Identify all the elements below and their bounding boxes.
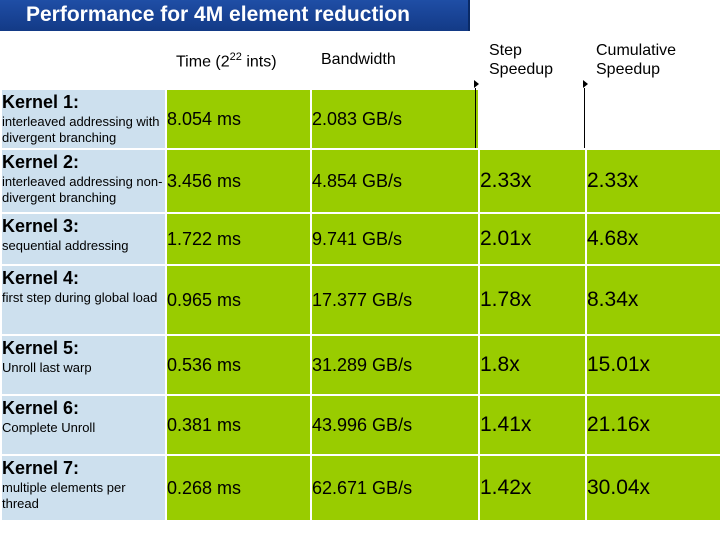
bandwidth-cell: 62.671 GB/s [310, 454, 480, 522]
kernel-name: Kernel 1: [2, 92, 80, 112]
table-row: Kernel 1: interleaved addressing with div… [0, 88, 720, 150]
bandwidth-cell: 17.377 GB/s [310, 264, 480, 336]
tick-marker-icon [583, 80, 588, 88]
kernel-description: interleaved addressing non-divergent bra… [2, 174, 163, 205]
table-row: Kernel 6: Complete Unroll 0.381 ms 43.996… [0, 394, 720, 456]
step-speedup-cell: 1.8x [478, 334, 587, 396]
table-row: Kernel 7: multiple elements per thread 0.… [0, 454, 720, 522]
kernel-description: multiple elements per thread [2, 480, 126, 511]
time-cell: 0.965 ms [165, 264, 312, 336]
kernel-description: interleaved addressing with divergent br… [2, 114, 160, 145]
kernel-description: sequential addressing [2, 238, 129, 253]
time-cell: 0.381 ms [165, 394, 312, 456]
cumulative-speedup-cell: 8.34x [585, 264, 720, 336]
kernel-name: Kernel 7: [2, 458, 80, 478]
kernel-cell: Kernel 6: Complete Unroll [0, 394, 167, 456]
step-speedup-cell: 1.42x [478, 454, 587, 522]
kernel-name: Kernel 5: [2, 338, 80, 358]
bandwidth-cell: 4.854 GB/s [310, 148, 480, 214]
table-row: Kernel 5: Unroll last warp 0.536 ms 31.28… [0, 334, 720, 396]
tick-marker-icon [474, 80, 479, 88]
bandwidth-cell: 2.083 GB/s [310, 88, 480, 150]
kernel-description: first step during global load [2, 290, 158, 305]
kernel-cell: Kernel 7: multiple elements per thread [0, 454, 167, 522]
header-row: Time (222 ints) Bandwidth Step Speedup C… [1, 31, 720, 89]
kernel-name: Kernel 4: [2, 268, 80, 288]
kernel-cell: Kernel 2: interleaved addressing non-dive… [0, 148, 167, 214]
kernel-cell: Kernel 5: Unroll last warp [0, 334, 167, 396]
step-speedup-cell: 2.01x [478, 212, 587, 266]
kernel-name: Kernel 6: [2, 398, 80, 418]
kernel-description: Unroll last warp [2, 360, 92, 375]
cumulative-speedup-cell: 2.33x [585, 148, 720, 214]
header-time: Time (222 ints) [166, 31, 311, 89]
performance-table: Time (222 ints) Bandwidth Step Speedup C… [0, 31, 720, 522]
bandwidth-cell: 43.996 GB/s [310, 394, 480, 456]
kernel-name: Kernel 2: [2, 152, 80, 172]
step-speedup-cell: 1.78x [478, 264, 587, 336]
header-step-speedup: Step Speedup [479, 31, 586, 89]
kernel-description: Complete Unroll [2, 420, 96, 435]
cumulative-speedup-cell: 30.04x [585, 454, 720, 522]
header-cumulative-speedup: Cumulative Speedup [586, 31, 720, 89]
kernel-cell: Kernel 1: interleaved addressing with div… [0, 88, 167, 150]
step-speedup-cell [478, 88, 587, 150]
column-divider [584, 88, 585, 148]
step-speedup-cell: 2.33x [478, 148, 587, 214]
title-bar: Performance for 4M element reduction [0, 0, 470, 31]
page-title: Performance for 4M element reduction [26, 3, 410, 26]
step-speedup-cell: 1.41x [478, 394, 587, 456]
time-cell: 1.722 ms [165, 212, 312, 266]
kernel-name: Kernel 3: [2, 216, 80, 236]
kernel-cell: Kernel 4: first step during global load [0, 264, 167, 336]
cumulative-speedup-cell: 4.68x [585, 212, 720, 266]
bandwidth-cell: 9.741 GB/s [310, 212, 480, 266]
kernel-cell: Kernel 3: sequential addressing [0, 212, 167, 266]
column-divider [475, 88, 476, 148]
table-row: Kernel 4: first step during global load 0… [0, 264, 720, 336]
table-row: Kernel 3: sequential addressing 1.722 ms … [0, 212, 720, 266]
header-time-exponent: 22 [229, 50, 242, 63]
header-kernel [1, 31, 166, 89]
cumulative-speedup-cell [585, 88, 720, 150]
time-cell: 3.456 ms [165, 148, 312, 214]
time-cell: 0.536 ms [165, 334, 312, 396]
table-row: Kernel 2: interleaved addressing non-dive… [0, 148, 720, 214]
cumulative-speedup-cell: 15.01x [585, 334, 720, 396]
header-bandwidth: Bandwidth [311, 31, 479, 89]
bandwidth-cell: 31.289 GB/s [310, 334, 480, 396]
time-cell: 8.054 ms [165, 88, 312, 150]
cumulative-speedup-cell: 21.16x [585, 394, 720, 456]
time-cell: 0.268 ms [165, 454, 312, 522]
